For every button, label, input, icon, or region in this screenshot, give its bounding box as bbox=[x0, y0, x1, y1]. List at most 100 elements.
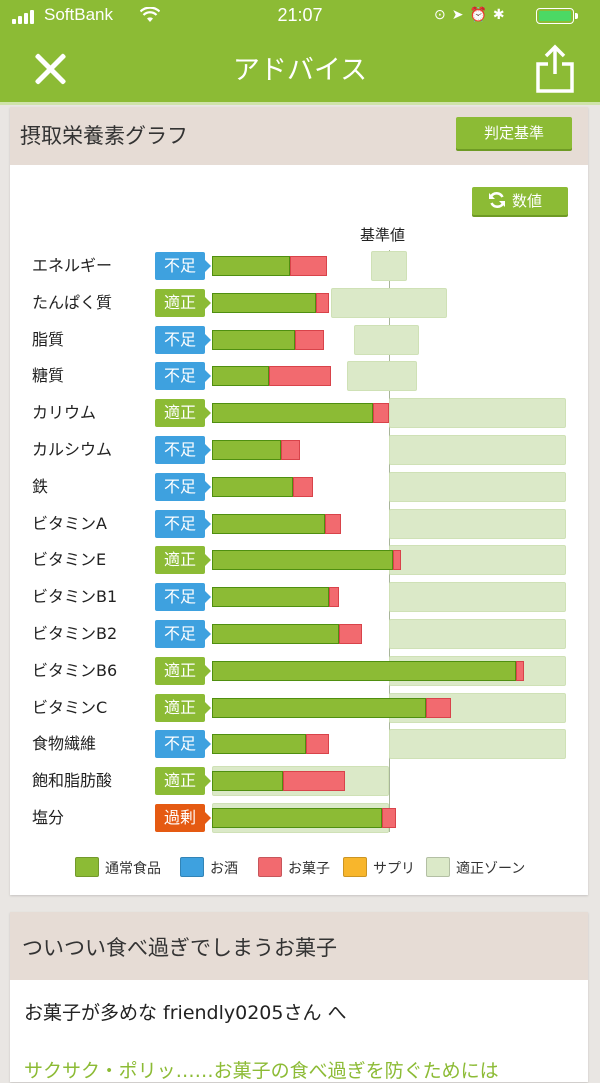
nutrient-label: エネルギー bbox=[32, 256, 113, 275]
appropriate-zone bbox=[389, 398, 566, 429]
nutrient-label: ビタミンE bbox=[32, 550, 107, 570]
snack-bar bbox=[305, 734, 329, 755]
legend-swatch bbox=[75, 857, 99, 877]
legend-swatch bbox=[426, 857, 450, 877]
food-bar bbox=[212, 660, 517, 681]
nutrient-label: 食物繊維 bbox=[32, 734, 97, 754]
value-toggle-button[interactable]: 数値 bbox=[472, 187, 568, 215]
food-bar bbox=[212, 624, 340, 644]
nutrient-label: 鉄 bbox=[32, 476, 49, 496]
status-badge: 適正 bbox=[155, 546, 211, 575]
legend-item: 適正ゾーン bbox=[426, 857, 525, 879]
nutrient-label: カルシウム bbox=[32, 440, 113, 459]
status-badge: 不足 bbox=[155, 730, 211, 759]
snack-bar bbox=[282, 771, 345, 792]
appropriate-zone bbox=[389, 729, 566, 760]
status-badge: 不足 bbox=[155, 252, 211, 280]
status-badge: 不足 bbox=[155, 583, 211, 612]
food-bar bbox=[212, 366, 269, 387]
food-bar bbox=[212, 440, 282, 460]
snack-bar bbox=[325, 513, 342, 534]
snack-bar bbox=[268, 366, 331, 387]
food-bar bbox=[212, 550, 393, 571]
appropriate-zone bbox=[389, 619, 566, 649]
food-bar bbox=[212, 697, 427, 718]
advice-greeting: お菓子が多めな friendly0205さん へ bbox=[24, 1002, 347, 1024]
food-bar bbox=[212, 256, 290, 276]
legend-label: 通常食品 bbox=[105, 861, 161, 877]
status-badge: 不足 bbox=[155, 472, 211, 501]
wifi-icon bbox=[140, 7, 160, 22]
food-bar bbox=[212, 808, 382, 828]
nutrient-label: 脂質 bbox=[32, 329, 65, 349]
appropriate-zone bbox=[371, 251, 407, 281]
nutrient-label: 飽和脂肪酸 bbox=[32, 771, 113, 791]
nutrient-label: 塩分 bbox=[32, 808, 65, 827]
appropriate-zone bbox=[330, 287, 448, 318]
food-bar bbox=[212, 476, 294, 497]
food-bar bbox=[212, 403, 374, 424]
appropriate-zone bbox=[389, 545, 566, 576]
snack-advice-card: ついつい食べ過ぎでしまうお菓子 お菓子が多めな friendly0205さん へ… bbox=[10, 912, 588, 1082]
snack-bar bbox=[381, 808, 397, 828]
snack-bar bbox=[328, 587, 340, 608]
legend-item: サプリ bbox=[343, 857, 415, 879]
status-badge: 適正 bbox=[155, 656, 211, 685]
status-badge: 適正 bbox=[155, 693, 211, 722]
nutrient-label: ビタミンA bbox=[32, 513, 107, 533]
nutrient-label: ビタミンB2 bbox=[32, 624, 118, 643]
legend-label: サプリ bbox=[373, 861, 415, 877]
legend-swatch bbox=[343, 857, 367, 877]
page-title: アドバイス bbox=[232, 55, 368, 86]
status-badge: 不足 bbox=[155, 325, 211, 354]
nutrient-label: 糖質 bbox=[32, 366, 65, 386]
status-badge: 適正 bbox=[155, 288, 211, 317]
snack-bar bbox=[516, 660, 524, 681]
nutrient-label: カリウム bbox=[32, 403, 97, 423]
appropriate-zone bbox=[353, 324, 420, 355]
legend-swatch bbox=[258, 857, 282, 877]
appropriate-zone bbox=[346, 361, 418, 392]
legend-item: お菓子 bbox=[258, 857, 330, 879]
snack-bar bbox=[426, 697, 451, 718]
card-header: 摂取栄養素グラフ 判定基準 bbox=[10, 107, 588, 165]
section-title: ついつい食べ過ぎでしまうお菓子 bbox=[22, 936, 337, 960]
status-badge: 不足 bbox=[155, 362, 211, 391]
nutrient-label: たんぱく質 bbox=[32, 292, 113, 312]
food-bar bbox=[212, 587, 329, 608]
advice-text: サクサク・ポリッ……お菓子の食べ過ぎを防ぐためには bbox=[24, 1060, 499, 1082]
legend-label: お菓子 bbox=[288, 861, 330, 877]
carrier-name: SoftBank bbox=[44, 5, 113, 24]
status-badge: 適正 bbox=[155, 399, 211, 428]
status-badge: 過剰 bbox=[155, 804, 211, 832]
share-icon[interactable] bbox=[534, 44, 576, 94]
appropriate-zone bbox=[389, 508, 566, 539]
criteria-button[interactable]: 判定基準 bbox=[456, 117, 572, 149]
food-bar bbox=[212, 734, 306, 755]
appropriate-zone bbox=[389, 582, 566, 613]
appropriate-zone bbox=[389, 435, 566, 465]
reference-line bbox=[389, 250, 390, 832]
section-title: 摂取栄養素グラフ bbox=[20, 124, 188, 148]
nutrient-label: ビタミンB1 bbox=[32, 587, 118, 607]
snack-bar bbox=[293, 476, 313, 497]
legend-label: 適正ゾーン bbox=[456, 861, 526, 877]
snack-bar bbox=[316, 292, 329, 313]
snack-bar bbox=[373, 403, 389, 424]
snack-bar bbox=[339, 624, 363, 644]
refresh-icon bbox=[489, 192, 505, 208]
legend-item: お酒 bbox=[180, 857, 238, 879]
snack-bar bbox=[281, 440, 301, 460]
status-icons: ⊙➤⏰✱ bbox=[434, 6, 511, 22]
clock: 21:07 bbox=[277, 5, 323, 25]
signal-icon bbox=[12, 8, 40, 24]
food-bar bbox=[212, 771, 283, 792]
legend-swatch bbox=[180, 857, 204, 877]
card-header: ついつい食べ過ぎでしまうお菓子 bbox=[10, 912, 588, 980]
status-bar: SoftBank 21:07 ⊙➤⏰✱ bbox=[0, 0, 600, 34]
snack-bar bbox=[295, 329, 324, 350]
nav-bar: アドバイス bbox=[0, 34, 600, 102]
nutrient-label: ビタミンC bbox=[32, 697, 108, 717]
status-badge: 不足 bbox=[155, 436, 211, 464]
